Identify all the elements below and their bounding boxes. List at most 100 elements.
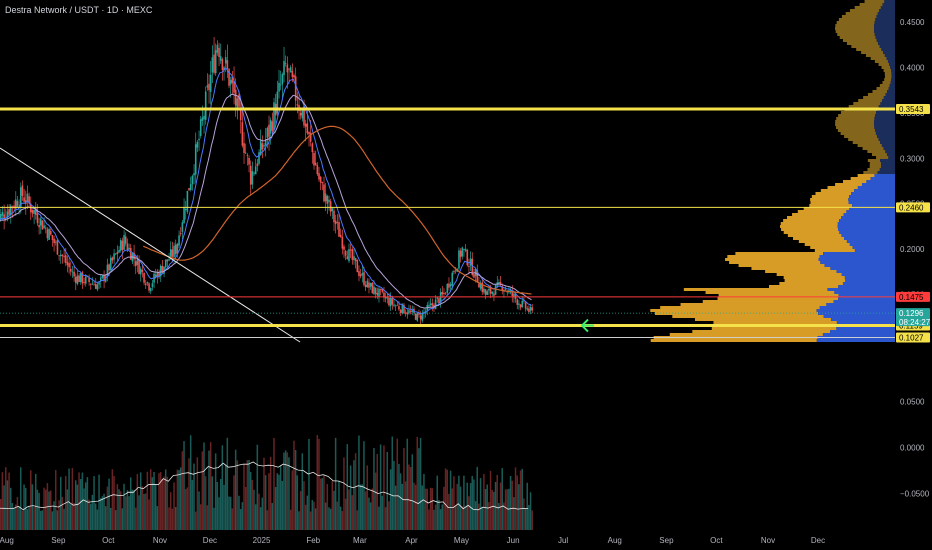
vp-bar-down <box>816 339 895 342</box>
volume-bar <box>41 510 44 530</box>
volume-bar <box>269 456 272 530</box>
vp-bar-up <box>851 45 880 48</box>
vp-bar-down <box>827 288 895 291</box>
candle-body <box>371 282 374 294</box>
vp-bar-up <box>878 63 890 66</box>
candle-body <box>289 67 292 73</box>
volume-bar <box>328 507 330 530</box>
candle-body <box>479 283 482 289</box>
candle-body <box>439 292 442 303</box>
volume-bar <box>433 509 435 530</box>
vp-bar-down <box>890 81 895 84</box>
candle-body <box>399 309 402 313</box>
vp-bar-down <box>880 159 895 162</box>
candle-body <box>281 74 284 85</box>
vp-bar-up <box>650 339 817 342</box>
candle-body <box>343 246 345 250</box>
vp-bar-down <box>879 168 895 171</box>
candle-body <box>476 270 479 283</box>
vp-bar-down <box>882 3 895 6</box>
candle-body <box>146 282 149 284</box>
volume-bar <box>334 437 337 530</box>
vp-bar-up <box>792 213 844 216</box>
volume-bar <box>268 473 270 530</box>
vp-bar-up <box>827 186 858 189</box>
candle-body <box>159 265 162 277</box>
volume-bar <box>111 469 114 530</box>
vp-bar-down <box>875 114 895 117</box>
candle-body <box>273 102 275 131</box>
candle-body <box>351 249 354 260</box>
candle-body <box>9 205 12 216</box>
volume-bar <box>369 502 372 530</box>
candle-body <box>103 274 105 282</box>
vp-bar-up <box>840 132 876 135</box>
volume-bar <box>439 509 442 530</box>
volume-bar <box>331 481 334 530</box>
volume-bar <box>158 473 160 530</box>
chart-title: Destra Network / USDT · 1D · MEXC <box>5 5 153 15</box>
vp-bar-up <box>884 72 892 75</box>
candle-body <box>74 276 77 283</box>
vp-bar-down <box>849 195 895 198</box>
candle-body <box>301 109 304 119</box>
vp-bar-up <box>839 36 876 39</box>
volume-bar <box>446 469 448 530</box>
candle-body <box>196 141 199 148</box>
vp-bar-down <box>818 258 895 261</box>
candle-body <box>318 173 320 180</box>
volume-bar <box>9 487 12 530</box>
vp-bar-up <box>867 93 886 96</box>
volume-bar <box>431 488 433 530</box>
candle-body <box>43 225 45 228</box>
candle-body <box>16 201 19 207</box>
vp-bar-up <box>872 90 888 93</box>
vp-bar-up <box>852 141 881 144</box>
volume-bar <box>451 488 453 530</box>
candle-body <box>49 230 52 235</box>
candle-body <box>81 272 84 284</box>
vp-bar-down <box>838 297 895 300</box>
candle-body <box>173 245 175 258</box>
candle-body <box>501 286 504 291</box>
candle-body <box>296 104 299 106</box>
volume-bar <box>149 469 152 530</box>
volume-bar <box>253 489 255 530</box>
volume-bar <box>258 493 260 530</box>
vp-bar-down <box>874 117 895 120</box>
volume-bar <box>246 460 249 530</box>
time-tick-label: Oct <box>710 536 723 545</box>
time-tick-label: May <box>454 536 469 545</box>
candle-body <box>438 298 440 304</box>
candle-body <box>156 272 159 278</box>
volume-bar <box>398 463 400 530</box>
volume-profile <box>650 0 895 342</box>
volume-bar <box>109 507 112 530</box>
vp-bar-up <box>870 57 887 60</box>
vp-bar-down <box>839 219 895 222</box>
candle-body <box>231 76 234 84</box>
volume-bar <box>103 493 105 530</box>
vp-bar-up <box>705 291 835 294</box>
candle-body <box>176 243 179 254</box>
volume-bar <box>0 498 2 530</box>
time-tick-label: Sep <box>659 536 674 545</box>
volume-bar <box>318 438 320 530</box>
candle-body <box>174 244 177 255</box>
candle-body <box>221 59 224 71</box>
candle-body <box>346 256 349 260</box>
candle-body <box>239 108 242 121</box>
vp-bar-up <box>784 279 846 282</box>
candle-body <box>319 176 322 183</box>
candle-body <box>414 313 417 320</box>
candle-body <box>356 260 359 273</box>
volume-bar <box>84 482 87 530</box>
candle-body <box>96 284 99 290</box>
volume-bar <box>141 486 144 530</box>
candle-body <box>19 187 22 208</box>
candle-body <box>233 81 235 93</box>
vp-bar-down <box>874 126 895 129</box>
candle-body <box>269 120 272 134</box>
volume-bar <box>184 489 187 530</box>
